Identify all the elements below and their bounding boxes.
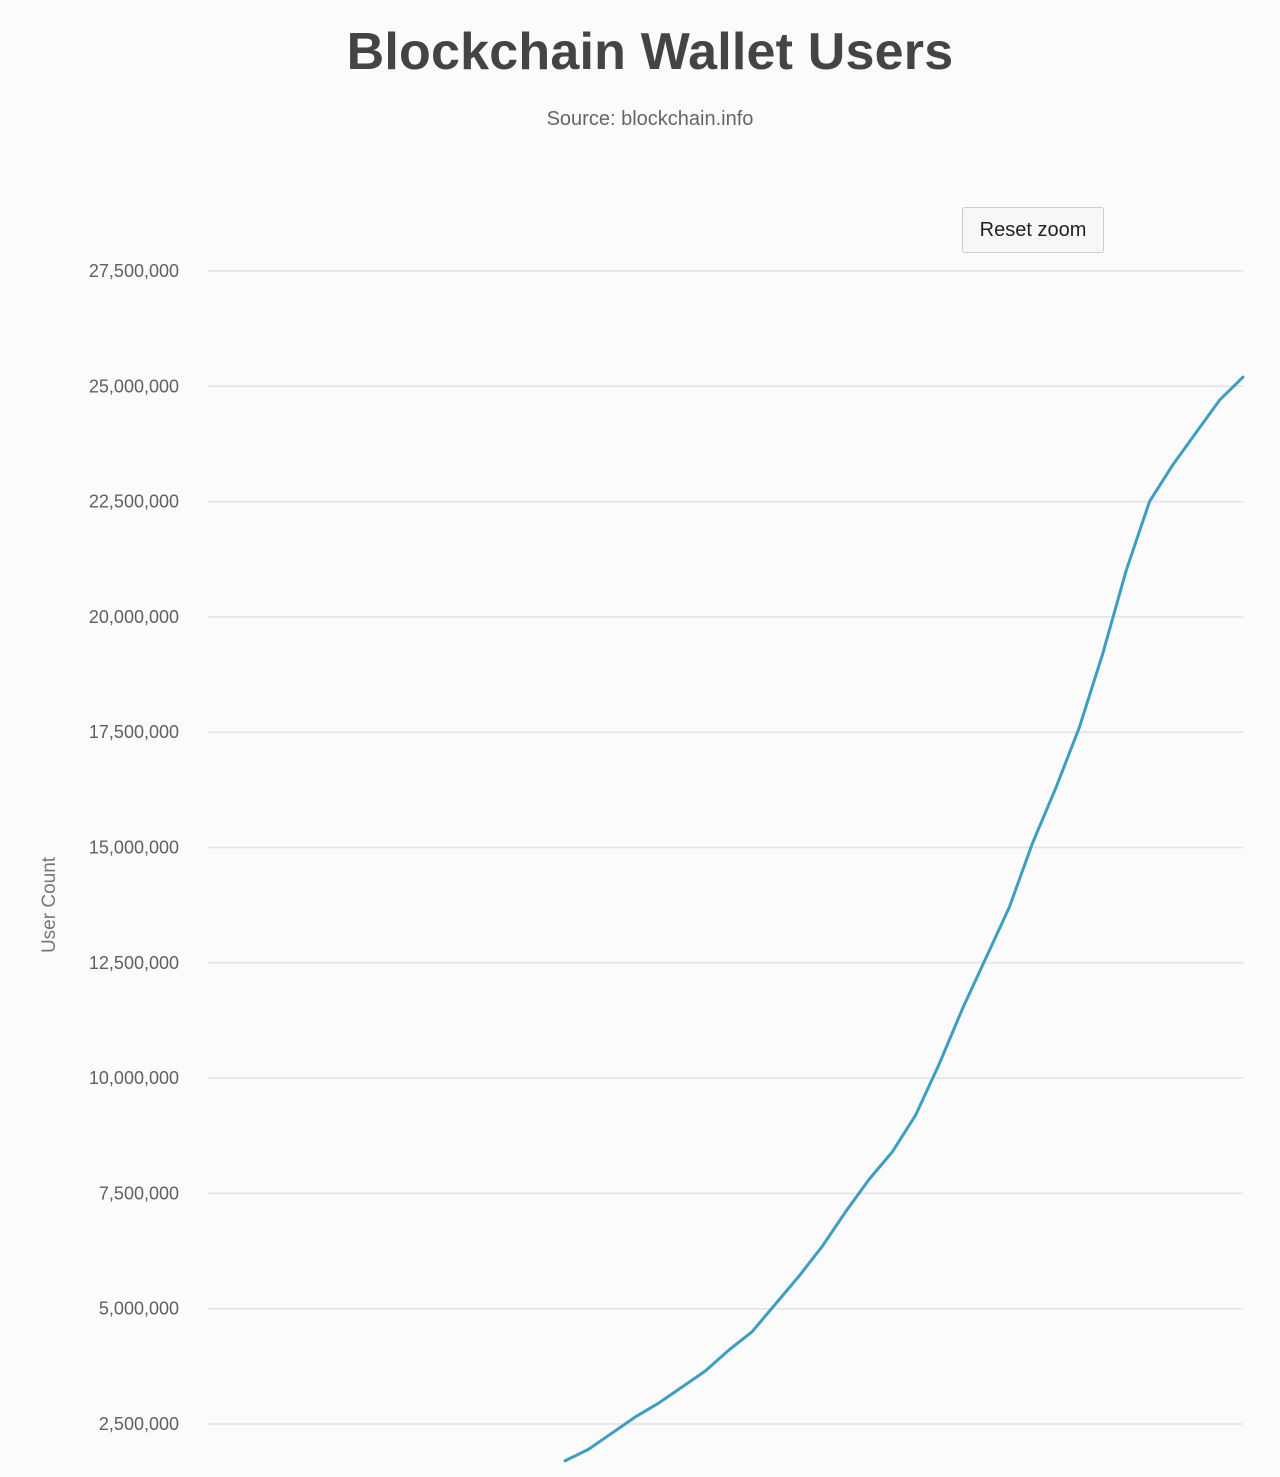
data-point[interactable] (1216, 396, 1224, 404)
data-point[interactable] (1192, 428, 1200, 436)
data-point[interactable] (771, 1300, 779, 1308)
y-tick-label: 20,000,000 (89, 607, 179, 627)
y-tick-label: 7,500,000 (99, 1183, 179, 1203)
y-tick-label: 2,500,000 (99, 1414, 179, 1434)
data-point[interactable] (1005, 904, 1013, 912)
data-point[interactable] (888, 1148, 896, 1156)
data-point[interactable] (655, 1399, 663, 1407)
data-point[interactable] (795, 1272, 803, 1280)
y-axis-ticks: 2,500,000 5,000,000 7,500,000 10,000,000 12,… (89, 261, 179, 1434)
series-line[interactable] (563, 375, 1245, 1463)
data-point[interactable] (1122, 567, 1130, 575)
data-point[interactable] (958, 1005, 966, 1013)
data-point[interactable] (1075, 724, 1083, 732)
data-point[interactable] (725, 1346, 733, 1354)
data-point[interactable] (678, 1383, 686, 1391)
data-point[interactable] (865, 1176, 873, 1184)
y-tick-label: 12,500,000 (89, 953, 179, 973)
data-point[interactable] (1099, 650, 1107, 658)
data-point[interactable] (701, 1367, 709, 1375)
y-axis-title: User Count (39, 856, 60, 953)
data-point[interactable] (935, 1060, 943, 1068)
data-point[interactable] (561, 1457, 569, 1465)
data-point[interactable] (842, 1208, 850, 1216)
data-point[interactable] (1029, 839, 1037, 847)
data-point[interactable] (631, 1413, 639, 1421)
series-layer (561, 373, 1247, 1465)
y-tick-label: 17,500,000 (89, 722, 179, 742)
data-point[interactable] (912, 1111, 920, 1119)
chart-title: Blockchain Wallet Users (346, 23, 954, 81)
data-point[interactable] (1239, 373, 1247, 381)
data-point[interactable] (818, 1242, 826, 1250)
data-point[interactable] (982, 954, 990, 962)
data-point[interactable] (608, 1429, 616, 1437)
data-point[interactable] (1146, 498, 1154, 506)
y-tick-label: 5,000,000 (99, 1299, 179, 1319)
gridlines (208, 270, 1243, 1425)
y-tick-label: 22,500,000 (89, 492, 179, 512)
y-tick-label: 27,500,000 (89, 261, 179, 281)
data-point[interactable] (748, 1328, 756, 1336)
data-point[interactable] (1052, 784, 1060, 792)
data-point[interactable] (1169, 461, 1177, 469)
data-point[interactable] (584, 1445, 592, 1453)
reset-zoom-button[interactable]: Reset zoom (962, 207, 1104, 253)
y-tick-label: 25,000,000 (89, 376, 179, 396)
y-tick-label: 15,000,000 (89, 838, 179, 858)
chart-subtitle: Source: blockchain.info (546, 108, 754, 130)
y-tick-label: 10,000,000 (89, 1068, 179, 1088)
